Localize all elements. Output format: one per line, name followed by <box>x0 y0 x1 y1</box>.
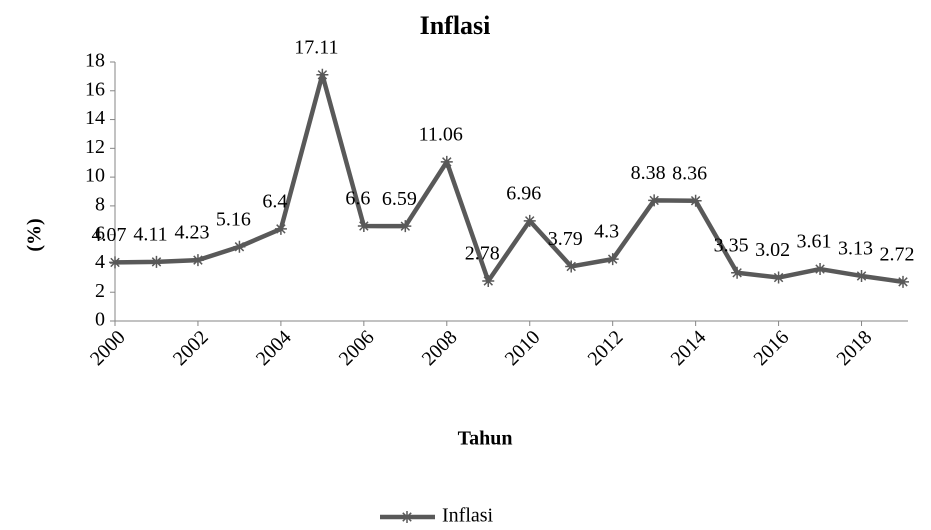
data-label: 6.6 <box>345 188 370 210</box>
data-point <box>772 271 785 284</box>
data-point <box>855 269 868 282</box>
data-label: 11.06 <box>419 123 463 145</box>
y-tick-label: 18 <box>85 50 105 72</box>
data-label: 3.35 <box>714 234 749 256</box>
y-tick-label: 16 <box>85 78 105 100</box>
x-tick-label: 2004 <box>252 326 296 370</box>
data-point <box>109 256 121 269</box>
data-label: 6.96 <box>506 182 541 204</box>
data-label: 6.59 <box>382 188 417 210</box>
data-point <box>897 275 909 288</box>
data-point <box>191 254 204 267</box>
y-axis-label: (%) <box>24 218 46 251</box>
data-label: 3.61 <box>797 231 832 253</box>
data-point <box>814 263 827 276</box>
x-tick-label: 2010 <box>501 326 545 370</box>
data-label: 3.02 <box>755 239 790 261</box>
data-point <box>731 266 744 279</box>
x-axis-label: Tahun <box>458 428 513 450</box>
data-label: 3.13 <box>838 238 873 260</box>
data-point <box>357 220 370 233</box>
data-point <box>565 260 578 273</box>
data-point <box>689 194 702 207</box>
x-tick-label: 2006 <box>335 326 379 370</box>
data-point <box>233 240 246 253</box>
x-tick-label: 2012 <box>584 326 628 370</box>
x-tick-label: 2016 <box>750 326 794 370</box>
data-label: 4.11 <box>133 223 167 245</box>
x-tick-label: 2008 <box>418 326 462 370</box>
data-point <box>150 255 163 268</box>
data-point <box>316 68 329 81</box>
data-line <box>114 72 904 285</box>
data-point <box>440 155 453 168</box>
data-label: 3.79 <box>548 228 583 250</box>
data-label: 4.07 <box>92 224 127 246</box>
data-label: 2.78 <box>465 243 500 265</box>
data-point <box>523 214 536 227</box>
y-tick-label: 6 <box>95 222 105 244</box>
y-tick-label: 8 <box>95 193 105 215</box>
y-tick-label: 0 <box>95 309 105 331</box>
data-label: 4.23 <box>174 222 209 244</box>
data-label: 4.3 <box>594 221 619 243</box>
data-label: 8.36 <box>672 162 707 184</box>
y-tick-label: 14 <box>85 107 105 129</box>
data-point <box>606 253 619 266</box>
x-tick-label: 2018 <box>832 326 876 370</box>
y-tick-label: 12 <box>85 136 105 158</box>
data-point <box>274 222 287 235</box>
data-label: 2.72 <box>880 243 915 265</box>
x-tick-label: 2002 <box>169 326 213 370</box>
data-point <box>482 274 495 287</box>
chart-title: Inflasi <box>420 11 491 40</box>
y-tick-label: 4 <box>95 251 105 273</box>
data-label: 17.11 <box>294 36 338 58</box>
x-tick-label: 2014 <box>667 326 711 370</box>
y-tick-label: 2 <box>95 280 105 302</box>
data-point <box>399 220 412 233</box>
legend-label: Inflasi <box>442 505 494 527</box>
y-tick-label: 10 <box>85 165 105 187</box>
x-tick-label: 2000 <box>86 326 130 370</box>
data-point <box>648 194 661 207</box>
data-label: 5.16 <box>216 208 251 230</box>
legend-marker <box>401 511 413 523</box>
data-label: 6.4 <box>262 191 287 213</box>
data-label: 8.38 <box>631 162 666 184</box>
